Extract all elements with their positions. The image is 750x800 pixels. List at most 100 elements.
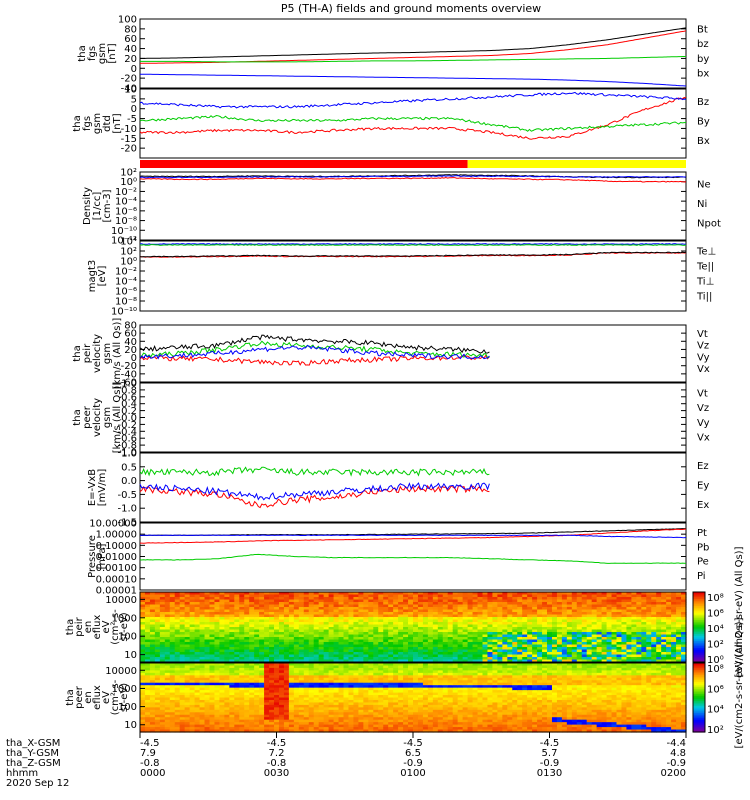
- heatmap-cell: [169, 647, 176, 651]
- heatmap-cell: [621, 607, 628, 611]
- heatmap-cell: [492, 619, 498, 623]
- heatmap-cell: [363, 685, 369, 689]
- heatmap-cell: [318, 675, 325, 679]
- heatmap-cell: [169, 612, 176, 616]
- heatmap-cell: [164, 647, 171, 651]
- heatmap-cell: [398, 719, 404, 723]
- heatmap-cell: [353, 644, 359, 648]
- colorbar-cell: [693, 655, 705, 658]
- heatmap-cell: [174, 624, 181, 628]
- heatmap-cell: [353, 719, 359, 723]
- heatmap-cell: [452, 624, 459, 628]
- heatmap-cell: [259, 639, 265, 643]
- heatmap-cell: [338, 639, 345, 643]
- heatmap-cell: [601, 617, 608, 621]
- heatmap-cell: [383, 644, 389, 648]
- heatmap-cell: [328, 594, 335, 598]
- heatmap-cell: [437, 649, 444, 653]
- heatmap-cell: [333, 687, 340, 691]
- heatmap-cell: [144, 699, 151, 704]
- heatmap-cell: [259, 682, 265, 686]
- heatmap-cell: [333, 717, 340, 721]
- heatmap-cell: [378, 729, 384, 733]
- heatmap-cell: [189, 695, 196, 699]
- heatmap-cell: [259, 663, 265, 667]
- heatmap-cell: [348, 670, 355, 674]
- heatmap-cell: [571, 654, 578, 658]
- heatmap-cell: [179, 677, 186, 681]
- heatmap-cell: [368, 667, 374, 671]
- heatmap-cell: [264, 647, 270, 651]
- heatmap-cell: [249, 647, 255, 651]
- heatmap-cell: [323, 649, 330, 653]
- heatmap-cell: [269, 637, 275, 641]
- heatmap-cell: [239, 617, 245, 621]
- heatmap-cell: [383, 637, 389, 641]
- heatmap-cell: [264, 719, 270, 723]
- heatmap-cell: [169, 675, 176, 679]
- heatmap-cell: [343, 629, 350, 633]
- y-tick-label: 60: [124, 34, 137, 45]
- heatmap-cell: [368, 654, 374, 658]
- heatmap-cell: [388, 717, 394, 721]
- heatmap-cell: [189, 712, 196, 716]
- legend-Pe: Pe: [697, 557, 709, 568]
- y-axis-label-line: E=-VxB: [87, 469, 98, 506]
- heatmap-cell: [507, 619, 513, 623]
- heatmap-cell: [561, 607, 568, 611]
- heatmap-cell: [264, 692, 270, 696]
- heatmap-cell: [293, 639, 300, 643]
- heatmap-cell: [502, 627, 508, 631]
- heatmap-cell: [159, 695, 166, 699]
- heatmap-cell: [318, 657, 325, 661]
- legend-Bx: Bx: [697, 136, 710, 147]
- heatmap-cell: [502, 644, 508, 648]
- y-tick-label: 0.2: [121, 406, 137, 417]
- heatmap-cell: [288, 642, 295, 646]
- heatmap-cell: [204, 654, 211, 658]
- heatmap-cell: [234, 729, 240, 733]
- heatmap-cell: [393, 642, 399, 646]
- heatmap-cell: [338, 714, 345, 718]
- heatmap-cell: [269, 604, 275, 608]
- heatmap-cell: [278, 714, 285, 718]
- heatmap-cell: [209, 627, 216, 631]
- heatmap-cell: [393, 667, 399, 671]
- heatmap-cell: [363, 665, 369, 669]
- heatmap-cell: [661, 629, 667, 633]
- heatmap-cell: [274, 675, 280, 679]
- heatmap-cell: [566, 649, 573, 653]
- heatmap-cell: [437, 622, 444, 626]
- heatmap-cell: [487, 634, 494, 638]
- heatmap-cell: [348, 627, 355, 631]
- heatmap-cell: [591, 614, 598, 618]
- heatmap-cell: [497, 599, 503, 603]
- heatmap-cell: [348, 704, 355, 708]
- heatmap-cell: [408, 602, 414, 606]
- heatmap-cell: [278, 685, 285, 689]
- heatmap-cell: [259, 652, 265, 656]
- heatmap-cell: [646, 649, 652, 653]
- heatmap-cell: [427, 654, 434, 658]
- heatmap-cell: [149, 654, 156, 658]
- heatmap-cell: [189, 609, 196, 613]
- heatmap-cell: [259, 675, 265, 679]
- heatmap-cell: [194, 629, 201, 633]
- heatmap-cell: [259, 712, 265, 716]
- heatmap-cell: [209, 617, 216, 621]
- heatmap-cell: [571, 594, 578, 598]
- heatmap-cell: [164, 675, 171, 679]
- heatmap-cell: [586, 649, 593, 653]
- heatmap-cell: [413, 622, 419, 626]
- heatmap-cell: [209, 642, 216, 646]
- heatmap-cell: [244, 702, 250, 706]
- heatmap-cell: [408, 729, 414, 733]
- heatmap-cell: [323, 672, 330, 676]
- heatmap-cell: [254, 675, 260, 679]
- heatmap-cell: [323, 682, 330, 686]
- heatmap-cell: [606, 657, 613, 661]
- heatmap-cell: [393, 602, 399, 606]
- heatmap-cell: [269, 594, 275, 598]
- heatmap-cell: [224, 622, 230, 626]
- heatmap-cell: [551, 592, 558, 596]
